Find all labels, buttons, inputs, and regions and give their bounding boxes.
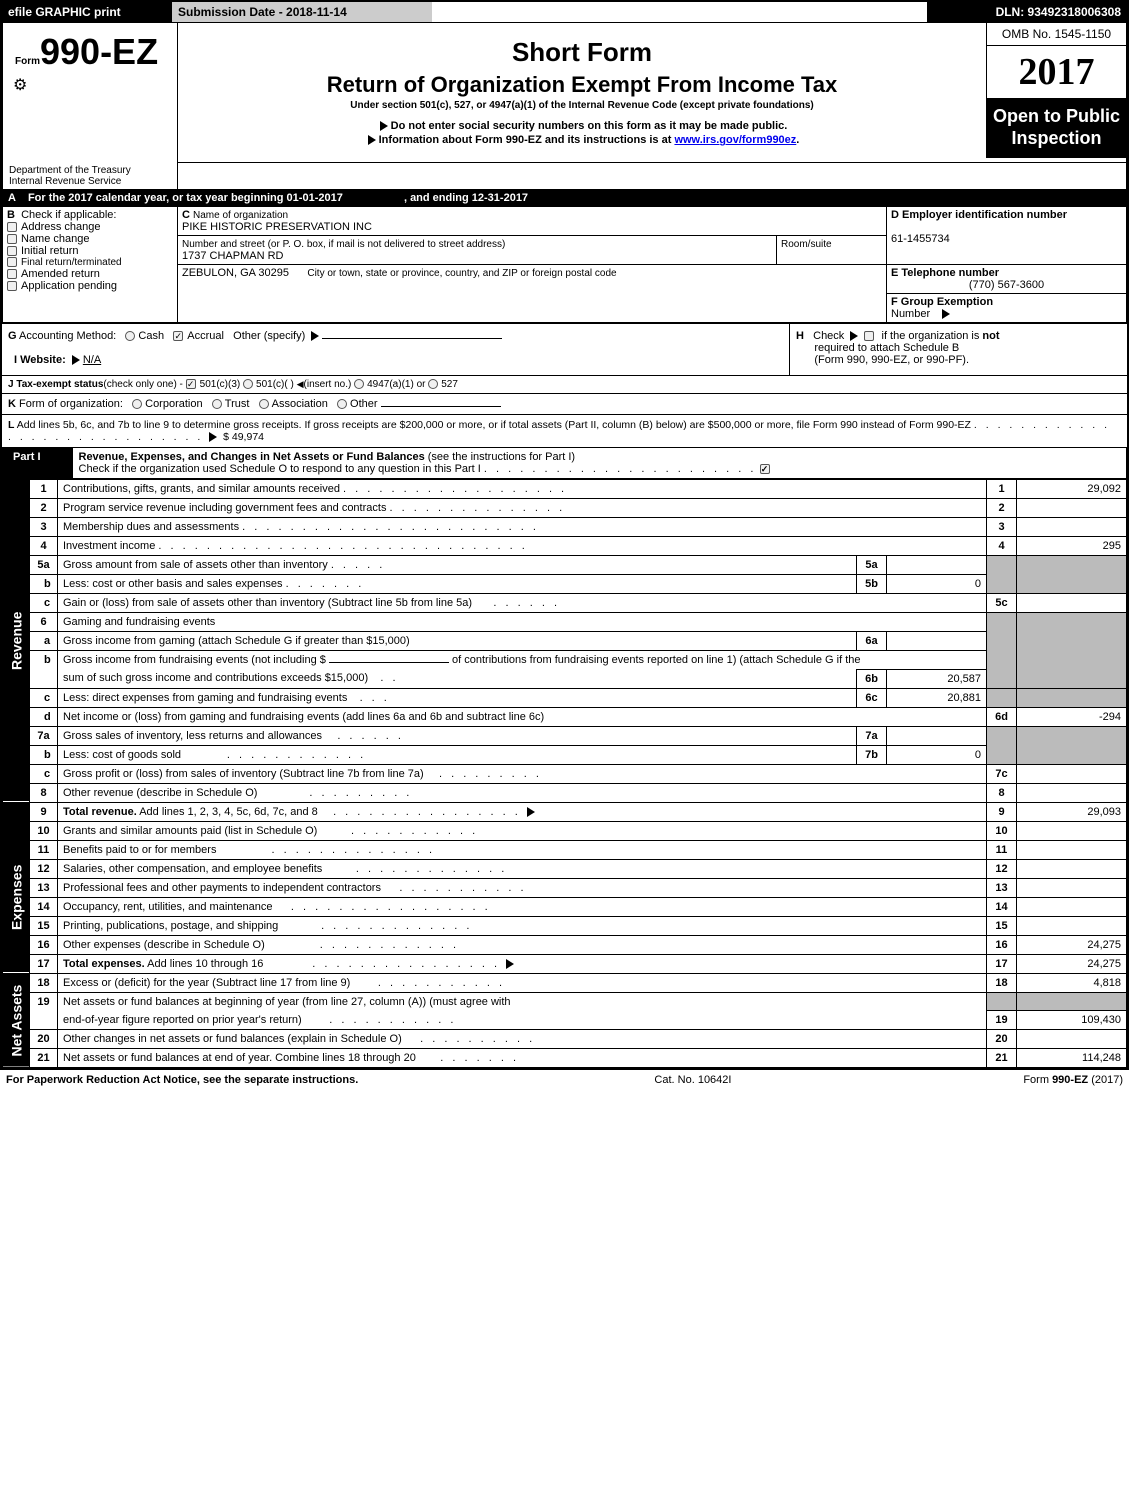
open-to-public: Open to Public Inspection xyxy=(987,98,1126,157)
net-assets-tab: Net Assets xyxy=(3,973,30,1068)
line-a: A For the 2017 calendar year, or tax yea… xyxy=(2,190,1127,206)
catalog-number: Cat. No. 10642I xyxy=(654,1074,731,1086)
line-19-value: 109,430 xyxy=(1017,1011,1127,1030)
line-17-value: 24,275 xyxy=(1017,954,1127,973)
line-5b-value: 0 xyxy=(887,574,987,593)
line-16-value: 24,275 xyxy=(1017,935,1127,954)
part-1-grid: Revenue 1 Contributions, gifts, grants, … xyxy=(2,479,1127,1069)
efile-print-label[interactable]: efile GRAPHIC print xyxy=(2,2,172,22)
schedule-b-checkbox[interactable] xyxy=(864,331,874,341)
line-18-value: 4,818 xyxy=(1017,973,1127,992)
under-section: Under section 501(c), 527, or 4947(a)(1)… xyxy=(178,98,986,119)
arrow-icon xyxy=(850,331,858,341)
line-6b-value: 20,587 xyxy=(887,669,987,688)
schedule-o-checkbox[interactable] xyxy=(760,464,770,474)
line-g-h: G Accounting Method: Cash Accrual Other … xyxy=(2,323,1127,375)
association-radio[interactable] xyxy=(259,399,269,409)
address-change-checkbox[interactable] xyxy=(7,222,17,232)
return-title: Return of Organization Exempt From Incom… xyxy=(178,72,986,98)
instructions-link[interactable]: www.irs.gov/form990ez xyxy=(674,134,796,146)
name-change-checkbox[interactable] xyxy=(7,234,17,244)
arrow-icon xyxy=(527,807,535,817)
527-radio[interactable] xyxy=(428,379,438,389)
revenue-tab: Revenue xyxy=(3,479,30,802)
arrow-icon xyxy=(368,135,376,145)
line-l: L Add lines 5b, 6c, and 7b to line 9 to … xyxy=(2,414,1127,447)
line-1-value: 29,092 xyxy=(1017,479,1127,498)
arrow-icon xyxy=(311,331,319,341)
trust-radio[interactable] xyxy=(212,399,222,409)
line-9-value: 29,093 xyxy=(1017,802,1127,821)
line-6c-value: 20,881 xyxy=(887,688,987,707)
other-org-radio[interactable] xyxy=(337,399,347,409)
line-k: K Form of organization: Corporation Trus… xyxy=(2,393,1127,414)
initial-return-checkbox[interactable] xyxy=(7,246,17,256)
dln: DLN: 93492318006308 xyxy=(927,2,1127,22)
arrow-icon xyxy=(72,355,80,365)
form-container: efile GRAPHIC print Submission Date - 20… xyxy=(0,0,1129,1070)
corporation-radio[interactable] xyxy=(132,399,142,409)
amended-return-checkbox[interactable] xyxy=(7,269,17,279)
entity-info-block: B Check if applicable: Address change Na… xyxy=(2,206,1127,323)
accrual-radio[interactable] xyxy=(173,331,183,341)
line-j: J Tax-exempt status(check only one) - 50… xyxy=(2,375,1127,393)
application-pending-checkbox[interactable] xyxy=(7,281,17,291)
department-info: Department of the Treasury Internal Reve… xyxy=(3,163,178,190)
line-6d-value: -294 xyxy=(1017,707,1127,726)
arrow-icon xyxy=(942,309,950,319)
ein-label: D Employer identification number xyxy=(891,209,1067,221)
short-form-title: Short Form xyxy=(178,33,986,72)
arrow-icon xyxy=(209,432,217,442)
tax-year: 2017 xyxy=(987,46,1126,98)
street-address: 1737 CHAPMAN RD xyxy=(182,250,283,262)
agency-seal-icon: ⚙ xyxy=(7,73,173,97)
expenses-tab: Expenses xyxy=(3,821,30,973)
form-header: Form990-EZ ⚙ Short Form Return of Organi… xyxy=(2,22,1127,190)
501c3-checkbox[interactable] xyxy=(186,379,196,389)
org-name: PIKE HISTORIC PRESERVATION INC xyxy=(182,221,372,233)
line-21-value: 114,248 xyxy=(1017,1049,1127,1068)
page-footer: For Paperwork Reduction Act Notice, see … xyxy=(0,1070,1129,1090)
website-value: N/A xyxy=(83,354,101,366)
cash-radio[interactable] xyxy=(125,331,135,341)
city-state-zip: ZEBULON, GA 30295 xyxy=(182,267,289,279)
arrow-icon xyxy=(506,959,514,969)
4947a1-radio[interactable] xyxy=(354,379,364,389)
phone-number: (770) 567-3600 xyxy=(891,279,1122,291)
form-number: Form990-EZ xyxy=(7,31,173,73)
instructions-link-line: Information about Form 990-EZ and its in… xyxy=(178,133,986,147)
501c-other-radio[interactable] xyxy=(243,379,253,389)
top-bar: efile GRAPHIC print Submission Date - 20… xyxy=(2,2,1127,22)
omb-number: OMB No. 1545-1150 xyxy=(987,23,1126,46)
submission-date: Submission Date - 2018-11-14 xyxy=(172,2,432,22)
final-return-checkbox[interactable] xyxy=(7,257,17,267)
part-1-header: Part I Revenue, Expenses, and Changes in… xyxy=(2,447,1127,479)
privacy-notice: Do not enter social security numbers on … xyxy=(178,119,986,133)
ein-value: 61-1455734 xyxy=(891,233,950,245)
line-7b-value: 0 xyxy=(887,745,987,764)
gross-receipts: $ 49,974 xyxy=(223,431,264,443)
line-4-value: 295 xyxy=(1017,536,1127,555)
arrow-icon xyxy=(380,121,388,131)
